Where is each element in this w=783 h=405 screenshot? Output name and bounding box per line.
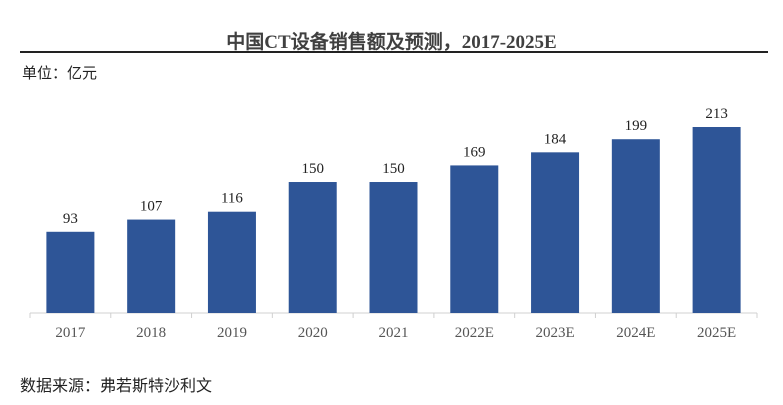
bar bbox=[46, 231, 95, 313]
unit-label: 单位：亿元 bbox=[22, 66, 98, 82]
x-tick-label: 2021 bbox=[379, 325, 409, 341]
x-tick-label: 2023E bbox=[535, 325, 574, 341]
bar bbox=[207, 211, 256, 313]
bar bbox=[450, 165, 499, 313]
data-label: 107 bbox=[140, 199, 163, 215]
data-label: 93 bbox=[63, 211, 78, 227]
chart-title: 中国CT设备销售额及预测，2017-2025E bbox=[226, 32, 557, 53]
data-label: 213 bbox=[705, 106, 728, 122]
x-tick-label: 2017 bbox=[55, 325, 86, 341]
bar bbox=[369, 182, 418, 313]
bar bbox=[127, 219, 176, 313]
x-tick-label: 2020 bbox=[298, 325, 328, 341]
data-label: 116 bbox=[221, 191, 243, 207]
x-tick-label: 2022E bbox=[455, 325, 494, 341]
data-label: 150 bbox=[382, 161, 405, 177]
bar bbox=[692, 127, 741, 313]
data-label: 199 bbox=[625, 118, 648, 134]
bar bbox=[611, 139, 660, 313]
x-tick-label: 2019 bbox=[217, 325, 247, 341]
bar bbox=[288, 182, 337, 313]
x-tick-label: 2018 bbox=[136, 325, 166, 341]
x-tick-label: 2025E bbox=[697, 325, 736, 341]
data-label: 184 bbox=[544, 131, 567, 147]
bar bbox=[531, 152, 580, 313]
data-label: 169 bbox=[463, 144, 486, 160]
x-tick-label: 2024E bbox=[616, 325, 655, 341]
source-note: 数据来源：弗若斯特沙利文 bbox=[20, 378, 213, 395]
title-divider bbox=[20, 51, 768, 53]
data-label: 150 bbox=[301, 161, 324, 177]
